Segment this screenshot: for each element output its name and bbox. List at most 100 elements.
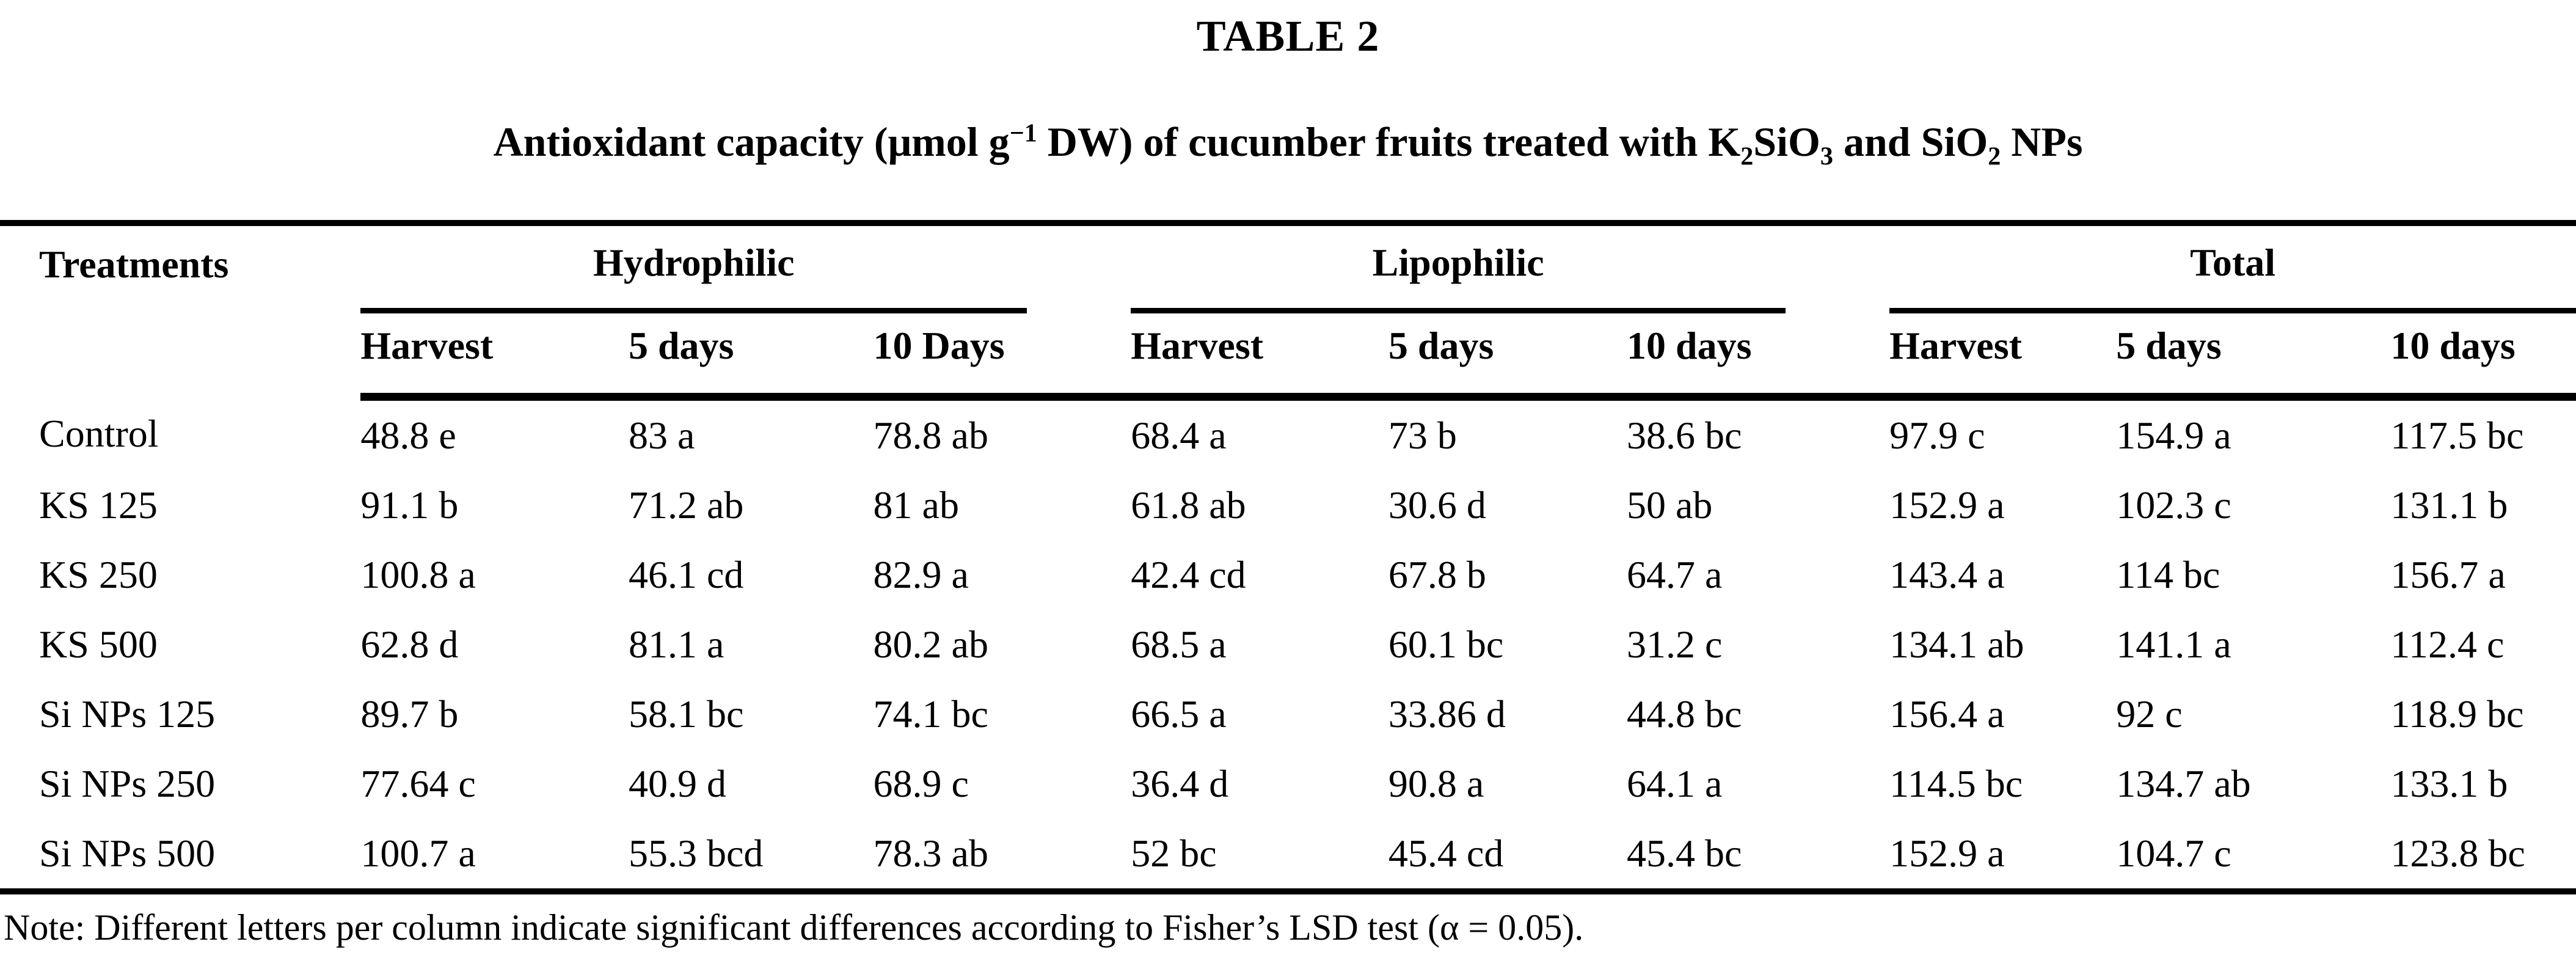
- value-cell: 97.9 c: [1889, 413, 1985, 457]
- data-table: Treatments Hydrophilic Lipophilic Total …: [0, 220, 2576, 894]
- table-row: Si NPs 125 89.7 b 58.1 bc 74.1 bc 66.5 a…: [0, 679, 2576, 749]
- value-cell: 74.1 bc: [873, 692, 988, 736]
- treatment-cell: Control: [39, 411, 159, 455]
- treatment-cell: KS 500: [39, 622, 158, 666]
- group-header-hydrophilic: Hydrophilic: [360, 223, 1131, 313]
- value-cell: 104.7 c: [2116, 818, 2391, 894]
- table-row: Si NPs 500 100.7 a 55.3 bcd 78.3 ab 52 b…: [0, 818, 2576, 894]
- value-cell: 38.6 bc: [1626, 413, 1742, 457]
- value-cell: 46.1 cd: [628, 552, 744, 596]
- value-cell: 68.4 a: [1131, 413, 1227, 457]
- value-cell: 44.8 bc: [1626, 692, 1742, 736]
- value-cell: 91.1 b: [360, 483, 459, 527]
- subheader-total-5days: 5 days: [2116, 313, 2391, 401]
- value-cell: 83 a: [628, 413, 695, 457]
- subheader-lipophilic-harvest: Harvest: [1131, 313, 1388, 401]
- value-cell: 33.86 d: [1388, 692, 1506, 736]
- group-label: Hydrophilic: [593, 241, 795, 285]
- table-row: KS 250 100.8 a 46.1 cd 82.9 a 42.4 cd 67…: [0, 540, 2576, 610]
- group-underline: [1131, 307, 1786, 313]
- value-cell: 80.2 ab: [873, 622, 988, 666]
- table-caption: Antioxidant capacity (μmol g−1 DW) of cu…: [0, 117, 2576, 172]
- treatment-cell: Si NPs 250: [39, 761, 216, 805]
- value-cell: 100.8 a: [360, 552, 476, 596]
- subheader-total-harvest: Harvest: [1889, 313, 2117, 401]
- value-cell: 64.1 a: [1626, 761, 1723, 805]
- value-cell: 114 bc: [2116, 552, 2220, 596]
- value-cell: 78.3 ab: [873, 818, 1131, 894]
- value-cell: 117.5 bc: [2390, 413, 2524, 457]
- table-label: TABLE 2: [1196, 12, 1380, 60]
- caption-superscript: −1: [1009, 119, 1037, 148]
- value-cell: 61.8 ab: [1131, 483, 1246, 527]
- value-cell: 40.9 d: [628, 761, 726, 805]
- value-cell: 133.1 b: [2390, 761, 2508, 805]
- subheader-total-10days: 10 days: [2390, 313, 2576, 401]
- value-cell: 45.4 cd: [1388, 818, 1627, 894]
- value-cell: 42.4 cd: [1131, 552, 1246, 596]
- caption-text: NPs: [2001, 119, 2083, 165]
- subheader-row: Harvest 5 days 10 Days Harvest 5 days 10…: [0, 313, 2576, 401]
- value-cell: 90.8 a: [1388, 761, 1484, 805]
- group-header-total: Total: [1889, 223, 2576, 313]
- value-cell: 141.1 a: [2116, 622, 2231, 666]
- group-label: Total: [2190, 241, 2275, 285]
- value-cell: 81.1 a: [628, 622, 724, 666]
- value-cell: 62.8 d: [360, 622, 459, 666]
- value-cell: 68.5 a: [1131, 622, 1227, 666]
- value-cell: 52 bc: [1131, 818, 1388, 894]
- value-cell: 100.7 a: [360, 818, 629, 894]
- value-cell: 156.4 a: [1889, 692, 2005, 736]
- value-cell: 31.2 c: [1626, 622, 1723, 666]
- group-header-lipophilic: Lipophilic: [1131, 223, 1889, 313]
- value-cell: 131.1 b: [2390, 483, 2508, 527]
- table-header: Treatments Hydrophilic Lipophilic Total …: [0, 223, 2576, 401]
- value-cell: 67.8 b: [1388, 552, 1486, 596]
- subheader-hydrophilic-harvest: Harvest: [360, 313, 629, 401]
- table-body: Control 48.8 e 83 a 78.8 ab 68.4 a 73 b …: [0, 397, 2576, 894]
- table-row: KS 500 62.8 d 81.1 a 80.2 ab 68.5 a 60.1…: [0, 610, 2576, 679]
- value-cell: 143.4 a: [1889, 552, 2005, 596]
- subheader-hydrophilic-5days: 5 days: [628, 313, 874, 401]
- table-row: Si NPs 250 77.64 c 40.9 d 68.9 c 36.4 d …: [0, 749, 2576, 819]
- value-cell: 30.6 d: [1388, 483, 1486, 527]
- caption-text: SiO: [1753, 119, 1820, 165]
- value-cell: 123.8 bc: [2390, 818, 2576, 894]
- value-cell: 154.9 a: [2116, 413, 2231, 457]
- treatment-cell: Si NPs 500: [0, 818, 361, 894]
- group-header-row: Treatments Hydrophilic Lipophilic Total: [0, 223, 2576, 313]
- treatment-cell: KS 250: [39, 552, 158, 596]
- treatment-cell: Si NPs 125: [39, 692, 216, 736]
- value-cell: 81 ab: [873, 483, 959, 527]
- value-cell: 36.4 d: [1131, 761, 1229, 805]
- value-cell: 73 b: [1388, 413, 1457, 457]
- value-cell: 156.7 a: [2390, 552, 2506, 596]
- caption-subscript: 2: [1740, 142, 1754, 171]
- group-underline: [1889, 307, 2576, 313]
- value-cell: 78.8 ab: [873, 413, 988, 457]
- value-cell: 112.4 c: [2390, 622, 2505, 666]
- caption-subscript: 3: [1820, 142, 1833, 171]
- treatment-cell: KS 125: [39, 483, 158, 527]
- value-cell: 66.5 a: [1131, 692, 1227, 736]
- value-cell: 152.9 a: [1889, 818, 2117, 894]
- caption-text: and SiO: [1833, 119, 1988, 165]
- value-cell: 134.1 ab: [1889, 622, 2024, 666]
- value-cell: 114.5 bc: [1889, 761, 2023, 805]
- subheader-lipophilic-10days: 10 days: [1626, 313, 1890, 401]
- caption-text: DW) of cucumber fruits treated with K: [1037, 119, 1741, 165]
- group-underline: [360, 307, 1027, 313]
- value-cell: 50 ab: [1626, 483, 1713, 527]
- value-cell: 68.9 c: [873, 761, 969, 805]
- group-label: Lipophilic: [1372, 241, 1544, 285]
- value-cell: 102.3 c: [2116, 483, 2231, 527]
- value-cell: 48.8 e: [360, 413, 456, 457]
- value-cell: 152.9 a: [1889, 483, 2005, 527]
- value-cell: 134.7 ab: [2116, 761, 2251, 805]
- value-cell: 82.9 a: [873, 552, 969, 596]
- subheader-lipophilic-5days: 5 days: [1388, 313, 1627, 401]
- table-note: Note: Different letters per column indic…: [4, 907, 1584, 948]
- value-cell: 77.64 c: [360, 761, 476, 805]
- table-row: KS 125 91.1 b 71.2 ab 81 ab 61.8 ab 30.6…: [0, 470, 2576, 540]
